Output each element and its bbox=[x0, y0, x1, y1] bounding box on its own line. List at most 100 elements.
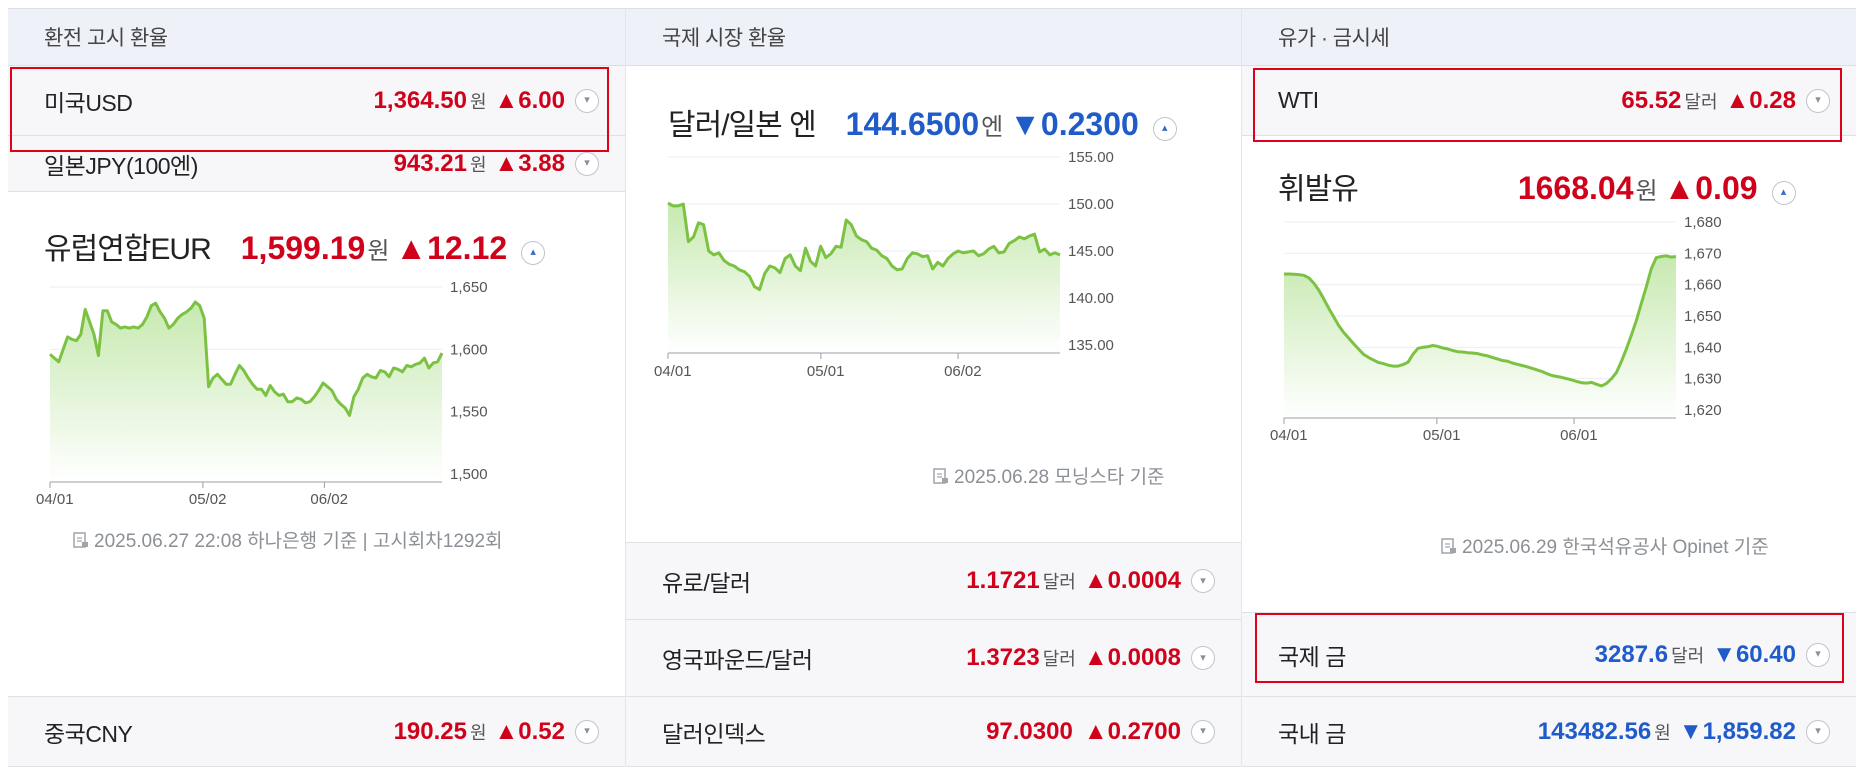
column-title: 환전 고시 환율 bbox=[44, 27, 168, 50]
price-value: 143482.56 bbox=[1537, 717, 1652, 745]
source-text: 2025.06.27 22:08 하나은행 기준 | 고시회차1292회 bbox=[94, 531, 503, 552]
series-line bbox=[1284, 254, 1677, 388]
series-area bbox=[668, 203, 1060, 353]
international-rates-column: 국제 시장 환율 달러/일본 엔 144.6500 엔 ▼0.2300 ▴ 15… bbox=[625, 8, 1241, 767]
collapse-chevron-icon[interactable]: ▴ bbox=[521, 240, 546, 265]
rate-change: ▲0.0008 bbox=[1083, 644, 1181, 671]
y-tick-label: 1,630 bbox=[1684, 371, 1722, 388]
y-tick-label: 1,640 bbox=[1684, 339, 1722, 356]
usdjpy-source-note: 2025.06.28 모닝스타 기준 bbox=[932, 462, 1165, 489]
expand-chevron-icon[interactable]: ▾ bbox=[1806, 642, 1830, 667]
rate-row-eurusd[interactable]: 유로/달러 1.1721 달러 ▲0.0004 ▾ bbox=[626, 543, 1241, 620]
rate-value: 1.1721 bbox=[966, 567, 1040, 594]
pair-name: 영국파운드/달러 bbox=[662, 647, 813, 673]
x-tick-label: 04/01 bbox=[654, 363, 692, 380]
x-tick-label: 04/01 bbox=[1270, 427, 1308, 444]
rate-unit: 원 bbox=[469, 91, 487, 112]
x-tick-label: 05/01 bbox=[807, 363, 845, 380]
y-tick-label: 1,600 bbox=[450, 341, 488, 358]
price-value: 65.52 bbox=[1621, 86, 1682, 114]
price-row-intl-gold[interactable]: 국제 금 3287.6 달러 ▼60.40 ▾ bbox=[1242, 613, 1856, 697]
x-tick-label: 04/01 bbox=[36, 491, 74, 508]
usdjpy-chart-header: 달러/일본 엔 144.6500 엔 ▼0.2300 ▴ bbox=[668, 100, 1177, 145]
rate-unit: 엔 bbox=[981, 114, 1004, 141]
gasoline-chart-panel: 휘발유 1668.04 원 ▲0.09 ▴ 1,680 1,670 1,660 1,6… bbox=[1242, 136, 1856, 613]
rate-change: ▲0.52 bbox=[494, 717, 565, 745]
rate-unit: 달러 bbox=[1042, 572, 1076, 592]
y-tick-label: 1,500 bbox=[450, 466, 488, 483]
rate-row-cny[interactable]: 중국CNY 190.25 원 ▲0.52 ▾ bbox=[8, 697, 625, 767]
currency-name: 미국USD bbox=[44, 89, 133, 116]
price-change: ▲0.09 bbox=[1663, 170, 1758, 206]
x-tick-label: 05/01 bbox=[1423, 427, 1461, 444]
y-tick-label: 1,550 bbox=[450, 404, 488, 421]
price-change: ▲0.28 bbox=[1725, 86, 1796, 114]
expand-chevron-icon[interactable]: ▾ bbox=[575, 88, 599, 113]
rate-change: ▲0.2700 bbox=[1083, 717, 1181, 745]
commodity-name: 국제 금 bbox=[1278, 643, 1346, 670]
price-unit: 달러 bbox=[1684, 91, 1718, 112]
document-icon bbox=[1441, 537, 1456, 554]
column-header-notice-rates: 환전 고시 환율 bbox=[8, 8, 625, 66]
collapse-chevron-icon[interactable]: ▴ bbox=[1771, 180, 1796, 205]
column-title: 유가 · 금시세 bbox=[1278, 27, 1390, 50]
expand-chevron-icon[interactable]: ▾ bbox=[1191, 719, 1215, 744]
gasoline-source-note: 2025.06.29 한국석유공사 Opinet 기준 bbox=[1440, 532, 1769, 559]
rate-value: 144.6500 bbox=[845, 106, 980, 142]
price-value: 1668.04 bbox=[1517, 170, 1634, 206]
rate-value: 1,599.19 bbox=[240, 230, 366, 266]
expand-chevron-icon[interactable]: ▾ bbox=[1191, 569, 1215, 593]
x-tick-label: 06/02 bbox=[310, 491, 348, 508]
y-tick-label: 1,650 bbox=[1684, 308, 1722, 325]
y-tick-label: 1,650 bbox=[450, 279, 488, 296]
price-row-dom-gold[interactable]: 국내 금 143482.56 원 ▼1,859.82 ▾ bbox=[1242, 697, 1856, 767]
rate-row-usd[interactable]: 미국USD 1,364.50 원 ▲6.00 ▾ bbox=[8, 66, 625, 136]
usdjpy-rate-chart: 155.00 150.00 145.00 140.00 135.00 04/01 05/01… bbox=[654, 149, 1114, 380]
eur-chart-header: 유럽연합EUR 1,599.19 원 ▲12.12 ▴ bbox=[44, 224, 546, 269]
rate-value: 97.0300 bbox=[986, 717, 1073, 745]
series-line bbox=[49, 300, 444, 417]
collapse-chevron-icon[interactable]: ▴ bbox=[1152, 116, 1177, 141]
expand-chevron-icon[interactable]: ▾ bbox=[575, 719, 599, 744]
column-header-oil-gold: 유가 · 금시세 bbox=[1242, 8, 1856, 66]
x-tick-label: 06/01 bbox=[1560, 427, 1598, 444]
rate-unit: 원 bbox=[367, 238, 390, 265]
rate-change: ▲12.12 bbox=[395, 230, 508, 266]
currency-name: 유럽연합EUR bbox=[44, 233, 212, 266]
usdjpy-chart-panel: 달러/일본 엔 144.6500 엔 ▼0.2300 ▴ 155.00 150.0… bbox=[626, 66, 1241, 543]
rate-unit: 원 bbox=[469, 722, 487, 743]
expand-chevron-icon[interactable]: ▾ bbox=[1806, 719, 1830, 744]
currency-name: 중국CNY bbox=[44, 720, 133, 747]
source-text: 2025.06.29 한국석유공사 Opinet 기준 bbox=[1462, 537, 1769, 558]
x-tick-label: 06/02 bbox=[944, 363, 982, 380]
rate-change: ▲0.0004 bbox=[1083, 567, 1181, 594]
commodity-name: WTI bbox=[1278, 87, 1319, 113]
document-icon bbox=[933, 467, 948, 484]
y-tick-label: 150.00 bbox=[1068, 196, 1114, 213]
price-change: ▼1,859.82 bbox=[1678, 717, 1796, 745]
expand-chevron-icon[interactable]: ▾ bbox=[575, 151, 599, 176]
expand-chevron-icon[interactable]: ▾ bbox=[1806, 88, 1830, 113]
price-value: 3287.6 bbox=[1594, 640, 1669, 668]
eur-chart-panel: 유럽연합EUR 1,599.19 원 ▲12.12 ▴ 1,650 1,600 1,… bbox=[8, 192, 625, 697]
expand-chevron-icon[interactable]: ▾ bbox=[1191, 646, 1215, 670]
rate-value: 943.21 bbox=[393, 149, 467, 177]
series-area bbox=[1284, 255, 1676, 418]
price-unit: 원 bbox=[1654, 722, 1671, 743]
rate-row-jpy[interactable]: 일본JPY(100엔) 943.21 원 ▲3.88 ▾ bbox=[8, 136, 625, 192]
column-header-intl-rates: 국제 시장 환율 bbox=[626, 8, 1241, 66]
exchange-notice-column: 환전 고시 환율 미국USD 1,364.50 원 ▲6.00 ▾ 일본JPY(… bbox=[8, 8, 625, 767]
oil-gold-column: 유가 · 금시세 WTI 65.52 달러 ▲0.28 ▾ 휘발유 1668.0… bbox=[1241, 8, 1856, 767]
series-line bbox=[667, 201, 1061, 291]
y-tick-label: 135.00 bbox=[1068, 337, 1114, 354]
rate-unit: 달러 bbox=[1042, 649, 1076, 669]
rate-value: 1.3723 bbox=[966, 644, 1040, 671]
rate-value: 190.25 bbox=[393, 717, 467, 745]
rate-change: ▲3.88 bbox=[494, 149, 565, 177]
rate-change: ▲6.00 bbox=[494, 86, 565, 114]
pair-name: 달러인덱스 bbox=[662, 720, 766, 747]
price-row-wti[interactable]: WTI 65.52 달러 ▲0.28 ▾ bbox=[1242, 66, 1856, 136]
rate-row-gbpusd[interactable]: 영국파운드/달러 1.3723 달러 ▲0.0008 ▾ bbox=[626, 620, 1241, 697]
rate-row-dollar-index[interactable]: 달러인덱스 97.0300 ▲0.2700 ▾ bbox=[626, 697, 1241, 767]
price-change: ▼60.40 bbox=[1712, 640, 1796, 668]
